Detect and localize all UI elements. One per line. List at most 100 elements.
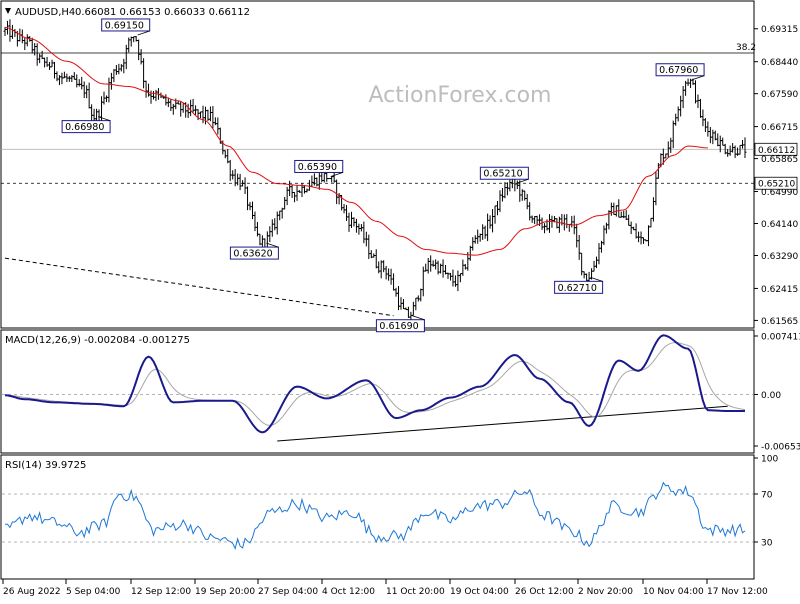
candle xyxy=(543,223,547,234)
ohlc-values: 0.66081 0.66153 0.66033 0.66112 xyxy=(75,7,250,18)
support-trendline xyxy=(4,257,394,317)
candle xyxy=(342,204,346,214)
y-tick-label: 0.61565 xyxy=(761,317,798,327)
candle xyxy=(107,77,111,103)
candle xyxy=(119,64,123,72)
candle xyxy=(498,190,502,212)
support-price-tag: 0.65210 xyxy=(758,180,795,190)
annotation-layer: 0.69150 0.66980 0.65390 0.63620 0.61690 0.652… xyxy=(61,18,705,333)
candle xyxy=(305,188,309,193)
rsi-layer xyxy=(4,481,746,550)
candle xyxy=(216,117,220,135)
main-panel-frame xyxy=(0,0,755,329)
rsi-tick-label: 30 xyxy=(761,539,773,549)
candle xyxy=(483,225,487,239)
candle xyxy=(181,103,185,113)
candle xyxy=(565,214,569,229)
macd-tick-label: 0.007411 xyxy=(761,332,800,342)
rsi-panel-frame xyxy=(0,454,755,580)
candle xyxy=(686,78,690,86)
rsi-line xyxy=(4,481,746,550)
candle xyxy=(456,270,460,292)
candle xyxy=(694,80,698,104)
candle xyxy=(646,225,650,247)
candle xyxy=(451,269,455,287)
candle xyxy=(706,121,710,137)
candle xyxy=(23,37,27,51)
candle xyxy=(233,169,237,187)
candle xyxy=(137,39,141,61)
candle xyxy=(461,259,465,276)
candle xyxy=(604,222,608,234)
candle xyxy=(654,171,658,206)
candle xyxy=(164,94,168,106)
candle xyxy=(3,27,7,36)
candle xyxy=(142,58,146,89)
candle xyxy=(374,249,378,269)
candle xyxy=(642,237,646,244)
candle xyxy=(597,243,601,265)
candle xyxy=(253,211,257,232)
candle xyxy=(72,72,76,80)
candle xyxy=(471,237,475,251)
candle xyxy=(307,179,311,191)
candle xyxy=(674,113,678,126)
candle xyxy=(260,235,264,247)
candle xyxy=(278,210,282,221)
candle xyxy=(211,106,215,129)
y-tick-label: 0.62415 xyxy=(761,285,798,295)
candle xyxy=(716,133,720,147)
y-tick-label: 0.66715 xyxy=(761,123,798,133)
candle xyxy=(696,94,700,109)
main-y-axis: 0.69315 0.68440 0.67590 0.66715 0.65865 0.649… xyxy=(754,25,798,327)
x-axis: 26 Aug 2022 5 Sep 04:00 12 Sep 12:00 19 Sep… xyxy=(2,579,768,597)
rsi-tick-label: 70 xyxy=(761,491,773,501)
candle xyxy=(169,98,173,112)
candle xyxy=(285,186,289,206)
rsi-label: RSI(14) 39.9725 xyxy=(5,460,86,471)
candle xyxy=(651,197,655,222)
candle xyxy=(362,221,366,244)
candle xyxy=(367,234,371,260)
candle xyxy=(268,226,272,243)
candle xyxy=(429,255,433,272)
candle xyxy=(547,214,551,233)
candle xyxy=(595,256,599,269)
candle xyxy=(698,98,702,118)
price-annotation-label: 0.61690 xyxy=(379,321,418,332)
candle xyxy=(208,106,212,122)
candle xyxy=(122,58,126,74)
price-annotation: 0.66980 xyxy=(61,116,111,134)
candle xyxy=(743,137,747,159)
y-tick-label: 0.69315 xyxy=(761,25,798,35)
candle xyxy=(458,273,462,283)
candle xyxy=(302,185,306,194)
candle xyxy=(384,265,388,280)
candle xyxy=(567,223,571,232)
candle xyxy=(354,218,358,233)
candle xyxy=(473,235,477,244)
candle xyxy=(728,145,732,156)
ema-layer xyxy=(4,26,708,256)
candle xyxy=(523,190,527,201)
candle xyxy=(434,259,438,270)
candle xyxy=(515,180,519,190)
candle xyxy=(95,108,99,123)
candle xyxy=(290,185,294,198)
candle xyxy=(577,235,581,260)
candle xyxy=(741,140,745,149)
candle xyxy=(575,223,579,248)
candle xyxy=(90,104,94,122)
candle xyxy=(669,137,673,153)
candle xyxy=(500,187,504,202)
candle xyxy=(104,95,108,103)
x-tick-label: 26 Aug 2022 xyxy=(3,587,61,597)
support-price-tag-box xyxy=(754,176,798,190)
price-annotation-label: 0.62710 xyxy=(558,283,597,294)
candle xyxy=(199,111,203,119)
candle xyxy=(357,223,361,235)
y-tick-label: 0.64140 xyxy=(761,220,798,230)
candle xyxy=(109,72,113,90)
candle xyxy=(602,225,606,246)
candle xyxy=(55,71,59,82)
